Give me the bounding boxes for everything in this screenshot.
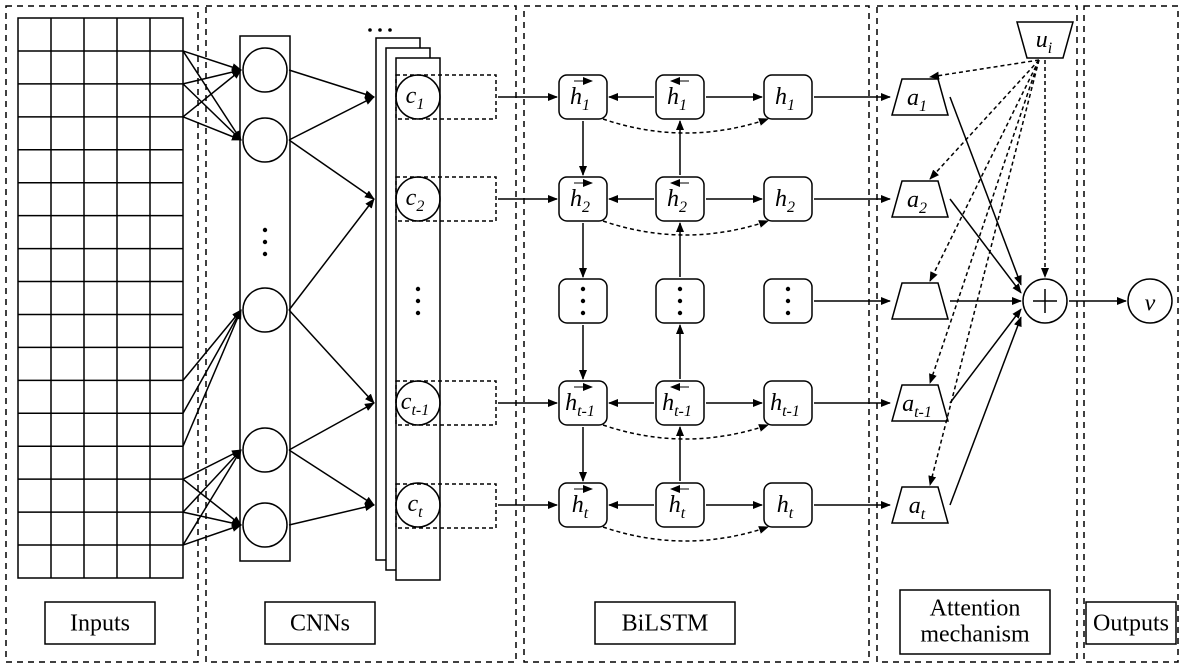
architecture-diagram: Inputs CNNs BiLSTM Attentionmechanism Output… xyxy=(0,0,1184,668)
svg-text:mechanism: mechanism xyxy=(920,622,1030,648)
svg-text:BiLSTM: BiLSTM xyxy=(622,611,709,637)
cnn-layer2: c1c2ct-1ct xyxy=(368,28,496,580)
svg-text:Inputs: Inputs xyxy=(70,611,130,637)
svg-text:Outputs: Outputs xyxy=(1093,611,1169,637)
architecture-svg: Inputs CNNs BiLSTM Attentionmechanism Output… xyxy=(0,0,1184,668)
svg-text:Attention: Attention xyxy=(930,596,1021,622)
panel-outputs xyxy=(1084,6,1178,662)
inputs-grid xyxy=(18,18,183,578)
svg-text:CNNs: CNNs xyxy=(290,611,350,637)
panel-inputs xyxy=(6,6,198,662)
svg-text:v: v xyxy=(1145,291,1156,317)
cnn-layer1 xyxy=(240,36,290,561)
